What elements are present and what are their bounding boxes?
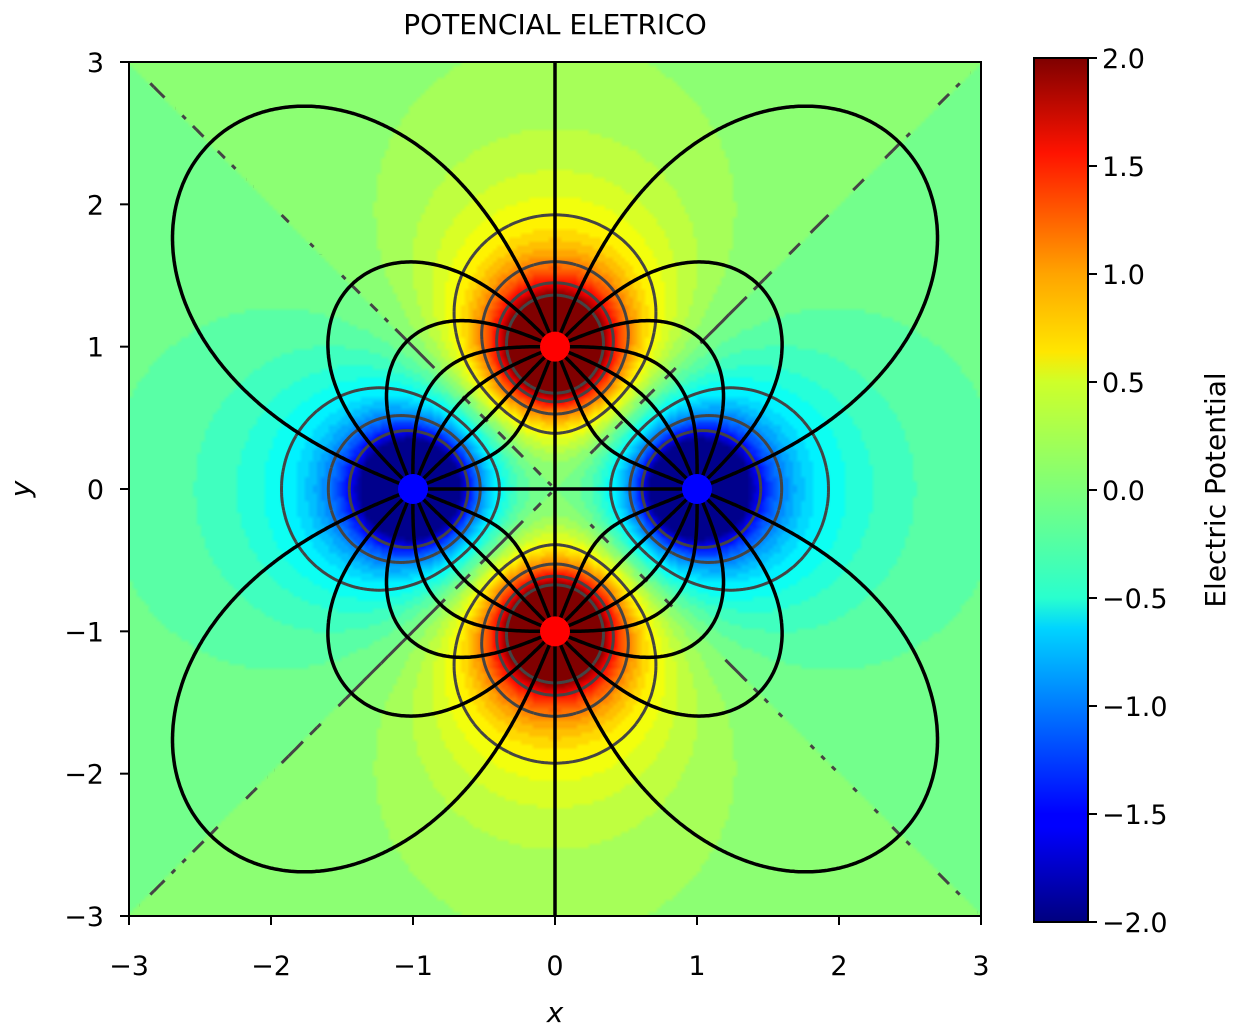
y-tick-label: 3 xyxy=(87,48,104,79)
field-line xyxy=(555,260,784,489)
field-line xyxy=(415,348,556,490)
x-tick-label: −2 xyxy=(251,951,291,982)
field-line xyxy=(556,490,726,660)
field-line xyxy=(556,318,726,488)
field-line xyxy=(556,491,698,632)
x-tick-label: 1 xyxy=(688,951,705,982)
field-line xyxy=(554,348,695,490)
x-tick-label: −3 xyxy=(109,951,149,982)
y-axis-ticks: −3 −2 −1 0 1 2 3 xyxy=(64,48,129,933)
x-tick-label: 3 xyxy=(972,951,989,982)
x-axis-label: x xyxy=(546,996,564,1029)
colorbar-tick-label: 0.0 xyxy=(1102,476,1145,507)
negative-charge-marker xyxy=(398,474,428,504)
field-line xyxy=(415,488,556,630)
field-line xyxy=(170,104,556,490)
y-tick-label: −1 xyxy=(64,617,104,648)
field-line xyxy=(412,346,554,487)
positive-charge-marker xyxy=(540,616,570,647)
equipotential-line xyxy=(347,429,763,549)
field-line xyxy=(557,491,699,634)
field-line xyxy=(555,489,697,631)
field-line xyxy=(413,347,555,489)
colorbar-tick-label: 2.0 xyxy=(1102,44,1145,75)
charges xyxy=(398,331,712,647)
y-tick-label: 2 xyxy=(87,190,104,221)
field-line xyxy=(326,489,555,718)
y-tick-label: 0 xyxy=(87,475,104,506)
colorbar-tick-label: −2.0 xyxy=(1102,908,1168,939)
field-line xyxy=(553,487,695,629)
colorbar-tick-label: 1.0 xyxy=(1102,260,1145,291)
x-tick-label: 0 xyxy=(546,951,563,982)
equipotential-line xyxy=(280,386,830,592)
y-tick-label: −2 xyxy=(64,760,104,791)
colorbar-tick-label: 1.5 xyxy=(1102,152,1145,183)
colorbar-gradient xyxy=(1034,58,1088,922)
colorbar-tick-label: −1.5 xyxy=(1102,800,1168,831)
field-line xyxy=(326,260,555,489)
field-line xyxy=(555,489,784,718)
chart-title: POTENCIAL ELETRICO xyxy=(403,8,707,41)
field-line xyxy=(413,489,555,631)
colorbar-tick-label: −1.0 xyxy=(1102,692,1168,723)
field-line xyxy=(554,104,940,490)
colorbar-label: Electric Potential xyxy=(1199,372,1232,607)
field-line xyxy=(411,344,553,487)
field-line xyxy=(556,346,698,487)
field-line xyxy=(411,491,553,634)
x-axis-ticks: −3 −2 −1 0 1 2 3 xyxy=(109,916,990,982)
field-line xyxy=(384,490,554,660)
field-line xyxy=(555,347,697,489)
x-tick-label: −1 xyxy=(393,951,433,982)
y-axis-label: y xyxy=(4,480,37,498)
negative-charge-marker xyxy=(682,474,712,504)
colorbar-tick-label: −0.5 xyxy=(1102,584,1168,615)
field-line xyxy=(384,318,554,488)
y-tick-label: −3 xyxy=(64,902,104,933)
x-tick-label: 2 xyxy=(830,951,847,982)
colorbar: 2.0 1.5 1.0 0.5 0.0 −0.5 −1.0 −1.5 −2.0 Electric… xyxy=(1033,44,1232,939)
field-lines xyxy=(170,62,940,916)
colorbar-tick-label: 0.5 xyxy=(1102,368,1145,399)
plot-area xyxy=(128,61,982,917)
colorbar-ticks: 2.0 1.5 1.0 0.5 0.0 −0.5 −1.0 −1.5 −2.0 xyxy=(1088,44,1168,939)
field-line xyxy=(554,488,695,630)
field-line xyxy=(557,344,699,487)
field-line xyxy=(554,488,940,874)
field-line xyxy=(412,491,554,632)
positive-charge-marker xyxy=(540,331,570,362)
equipotential-line xyxy=(326,414,784,564)
y-tick-label: 1 xyxy=(87,333,104,364)
field-line xyxy=(170,488,556,874)
